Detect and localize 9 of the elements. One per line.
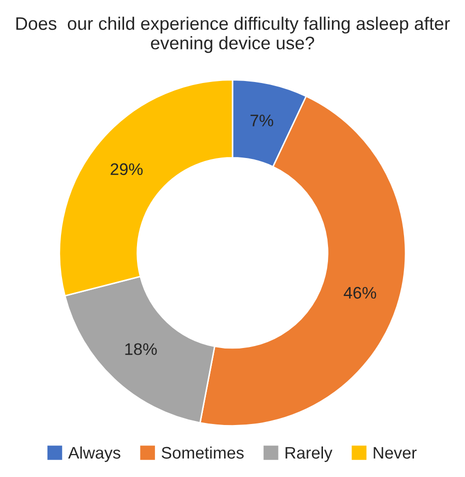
legend-label: Always xyxy=(68,446,120,462)
legend-label: Never xyxy=(374,447,417,459)
data-label: 46% xyxy=(344,286,376,299)
chart-title: Does our child experience difficulty falling asleep after evening device use? xyxy=(16,16,450,53)
data-label: 29% xyxy=(110,163,143,176)
legend-label: Rarely xyxy=(286,446,332,462)
legend-label: Sometimes xyxy=(162,446,244,459)
data-label: 7% xyxy=(250,114,274,126)
data-label: 18% xyxy=(125,343,157,356)
